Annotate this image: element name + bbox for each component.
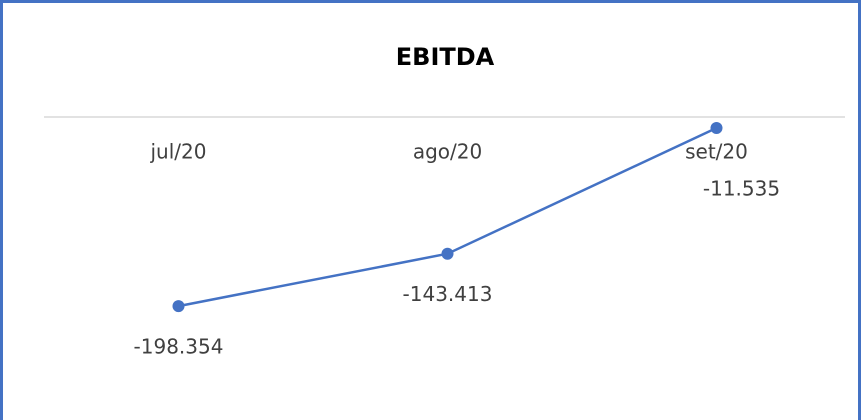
x-tick-label: set/20	[685, 140, 748, 164]
data-point	[441, 247, 454, 260]
data-point	[172, 300, 185, 313]
data-label: -198.354	[134, 335, 224, 359]
data-label: -11.535	[703, 176, 780, 200]
data-label: -143.413	[403, 282, 493, 306]
data-point	[710, 121, 723, 134]
x-tick-label: jul/20	[150, 140, 207, 164]
x-tick-label: ago/20	[413, 140, 482, 164]
chart-title: EBITDA	[396, 43, 495, 71]
